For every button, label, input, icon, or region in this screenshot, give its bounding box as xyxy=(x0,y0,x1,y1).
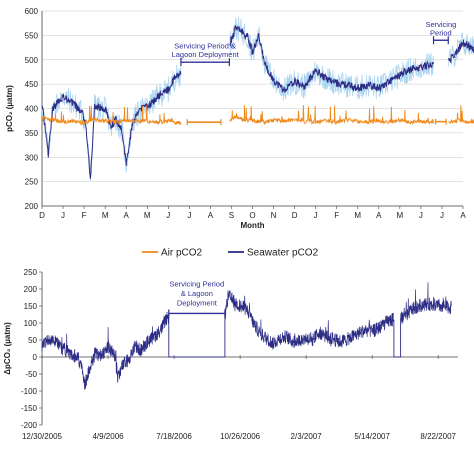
x-axis-title: Month xyxy=(241,221,265,230)
servicing-annotation: Servicing xyxy=(425,20,456,29)
y-tick-label: 150 xyxy=(24,302,38,311)
seawater-pco2-line xyxy=(41,25,474,179)
y-tick-label: 200 xyxy=(24,285,38,294)
servicing-annotation: Deployment xyxy=(177,298,218,307)
x-tick-label: M xyxy=(397,211,404,220)
x-tick-label: M xyxy=(354,211,361,220)
x-tick-label: D xyxy=(292,211,298,220)
y-tick-label: 300 xyxy=(25,153,39,162)
chart-bottom-delta-pco2: -200 -150 -100 -50 0 50 100 150 200 250 12/30/2005… xyxy=(3,268,458,441)
y-axis-title: ΔpCO₂ (µatm) xyxy=(3,322,12,375)
x-tick-label: J xyxy=(187,211,191,220)
x-tick-label: N xyxy=(271,211,277,220)
x-tick-label: D xyxy=(39,211,45,220)
seawater-delta-pco2-line xyxy=(41,282,452,390)
x-tick-label: A xyxy=(208,211,214,220)
y-tick-label: 600 xyxy=(25,7,39,16)
y-tick-label: -100 xyxy=(21,387,38,396)
y-tick-label: 200 xyxy=(25,202,39,211)
x-tick-label: 7/18/2006 xyxy=(156,432,192,441)
chart-top-pco2: 200 250 300 350 400 450 500 550 600 D J F M A M J J A S O N D… xyxy=(5,7,474,230)
x-tick-label: 12/30/2005 xyxy=(22,432,63,441)
y-tick-label: 50 xyxy=(28,336,37,345)
x-tick-label: J xyxy=(166,211,170,220)
x-tick-label: J xyxy=(419,211,423,220)
x-tick-label: J xyxy=(61,211,65,220)
x-tick-label: M xyxy=(102,211,109,220)
x-tick-label: F xyxy=(82,211,87,220)
x-tick-label: A xyxy=(376,211,382,220)
servicing-annotation: Lagoon Deployment xyxy=(172,50,240,59)
x-tick-label: 10/26/2006 xyxy=(220,432,261,441)
y-tick-label: 100 xyxy=(24,319,38,328)
x-tick-label: J xyxy=(314,211,318,220)
x-tick-label: J xyxy=(440,211,444,220)
x-tick-label: A xyxy=(460,211,466,220)
servicing-zero-segment xyxy=(168,316,226,358)
x-tick-label: 8/22/2007 xyxy=(420,432,456,441)
legend-label-seawater: Seawater pCO2 xyxy=(247,248,319,259)
y-tick-label: 350 xyxy=(25,129,39,138)
servicing-annotation: Servicing Period xyxy=(170,279,225,288)
y-tick-label: 500 xyxy=(25,56,39,65)
servicing-annotation: Servicing Period & xyxy=(174,42,236,51)
y-tick-label: -50 xyxy=(25,370,37,379)
x-tick-label: 5/14/2007 xyxy=(354,432,390,441)
y-tick-label: 250 xyxy=(24,268,38,277)
x-tick-label: F xyxy=(334,211,339,220)
y-tick-label: 400 xyxy=(25,105,39,114)
y-tick-label: 250 xyxy=(25,178,39,187)
legend-label-air: Air pCO2 xyxy=(161,248,203,259)
y-tick-label: 450 xyxy=(25,80,39,89)
x-tick-label: A xyxy=(124,211,130,220)
x-tick-label: O xyxy=(249,211,255,220)
x-tick-label: S xyxy=(229,211,234,220)
y-tick-label: -200 xyxy=(21,421,38,430)
servicing-annotation: & Lagoon xyxy=(181,289,213,298)
y-tick-label: 550 xyxy=(25,31,39,40)
x-tick-label: M xyxy=(144,211,151,220)
seawater-pco2-range-band xyxy=(41,17,474,182)
servicing-annotation: Period xyxy=(430,28,452,37)
y-tick-label: 0 xyxy=(33,353,38,362)
x-tick-label: 2/3/2007 xyxy=(291,432,323,441)
y-axis-title: pCO₂ (µatm) xyxy=(5,85,14,132)
servicing-zero-segment xyxy=(393,317,402,358)
air-pco2-line xyxy=(41,104,474,126)
legend: Air pCO2 Seawater pCO2 xyxy=(142,248,319,259)
y-tick-label: -150 xyxy=(21,404,38,413)
x-tick-label: 4/9/2006 xyxy=(92,432,124,441)
